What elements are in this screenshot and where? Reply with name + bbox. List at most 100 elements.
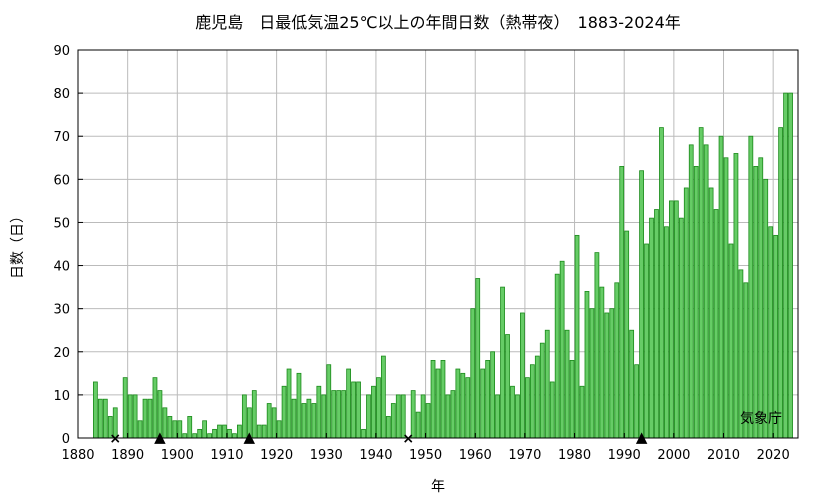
x-tick-label: 1920 [260,448,293,463]
bar [609,308,615,439]
bar [768,226,774,439]
bar [172,420,178,439]
bar [197,428,203,439]
bar [92,381,98,439]
bar [773,234,779,439]
bar [708,187,714,439]
bar [688,144,694,439]
bar [450,390,456,439]
x-axis-label: 年 [431,479,445,495]
bar [569,359,575,439]
bar [678,217,684,439]
bar [455,368,461,439]
bar [624,230,630,439]
bar [192,433,198,439]
bar [579,385,585,439]
bar [331,390,337,439]
bar [683,187,689,439]
bar [371,385,376,439]
station-change-marker: × [402,431,414,447]
plot-frame [77,49,799,439]
bar [529,364,535,439]
bar [311,403,317,439]
bar [341,390,347,439]
bar [673,200,679,439]
bar [177,420,183,439]
x-tick-label: 1940 [359,448,392,463]
x-tick-label: 1980 [558,448,591,463]
instrument-change-marker: ▲ [154,428,166,446]
x-tick-label: 1900 [161,448,194,463]
bar [271,407,277,439]
bar [316,385,322,439]
bar [122,377,128,439]
bar [559,260,565,439]
bar [445,394,451,439]
bar [470,308,476,439]
bar [480,368,486,439]
bar [713,209,719,439]
bar [301,403,307,439]
bar [217,424,222,439]
bar [604,312,610,439]
bar [619,165,625,439]
bar [668,200,674,439]
x-tick-label: 1910 [210,448,243,463]
bar [723,157,729,439]
bar [758,157,764,439]
bar [733,153,739,439]
bar [390,403,396,439]
bar [718,135,724,439]
x-axis-ticks: 1880 1890 1900 1910 1920 1930 1940 1950 1960 1970… [61,433,790,463]
bar [336,390,342,439]
bar [376,377,381,439]
bar [440,359,446,439]
x-tick-label: 1960 [459,448,492,463]
bar [207,433,212,439]
bar [693,165,699,439]
bar [634,364,640,439]
bar [261,424,267,439]
bar [788,92,793,439]
y-tick-label: 70 [53,130,70,145]
bar [664,226,669,439]
y-tick-label: 80 [53,87,70,102]
bar [361,428,366,439]
x-tick-label: 1890 [111,448,144,463]
x-tick-label: 1950 [409,448,442,463]
bar [594,252,600,439]
bar-series [92,92,793,439]
bar [321,394,327,439]
bar [212,428,217,439]
bar [614,282,620,439]
bar [778,127,784,439]
bar [485,359,491,439]
bar [415,411,421,439]
bar [291,398,297,439]
bar [276,420,282,439]
bar [763,178,769,439]
bar [534,355,540,439]
bar [236,424,242,439]
bar [147,398,153,439]
station-change-marker: × [109,431,121,447]
bar [703,144,709,439]
bar [515,394,520,439]
x-tick-label: 1880 [61,448,94,463]
bar [227,428,232,439]
bar [182,433,188,439]
y-tick-label: 20 [53,346,70,361]
bar [232,433,237,439]
bar [753,165,759,439]
bar [460,372,466,439]
bar [639,170,644,439]
bar [549,381,555,439]
bar [97,398,103,439]
bar [420,394,426,439]
bar [544,329,550,439]
y-axis-label: 日数（日） [10,209,26,279]
bar [281,385,287,439]
bar [385,416,391,439]
bar [167,416,173,439]
bar [629,329,635,439]
